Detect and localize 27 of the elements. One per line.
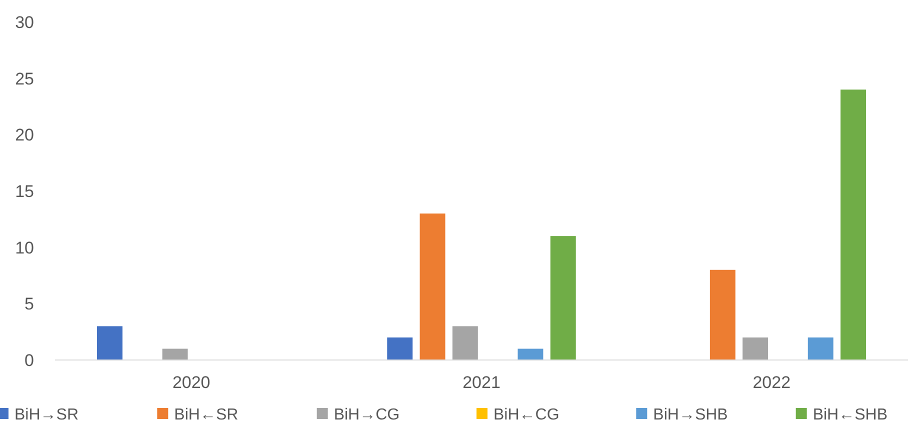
y-tick-label: 30 xyxy=(15,12,34,32)
y-tick-label: 0 xyxy=(24,350,34,370)
y-tick-label: 20 xyxy=(15,126,34,145)
bar xyxy=(420,214,446,360)
bar xyxy=(808,337,834,360)
bar xyxy=(550,236,576,360)
bar xyxy=(518,348,544,360)
legend-label: BiH→SR xyxy=(14,406,79,424)
y-tick-label: 25 xyxy=(15,69,34,88)
y-tick-label: 15 xyxy=(15,182,34,201)
legend-label: BiH←SR xyxy=(174,406,238,424)
x-tick-label: 2020 xyxy=(172,373,210,392)
bar xyxy=(452,326,478,360)
legend-label: BiH←SHB xyxy=(812,406,888,424)
x-tick-label: 2021 xyxy=(462,373,500,392)
legend-label: BiH←CG xyxy=(494,406,560,424)
x-tick-label: 2022 xyxy=(752,373,791,392)
legend-label: BiH→CG xyxy=(334,406,400,424)
y-tick-label: 10 xyxy=(15,238,34,258)
bar xyxy=(97,326,122,360)
bar xyxy=(742,337,768,360)
bar xyxy=(710,270,736,360)
y-tick-label: 5 xyxy=(24,294,34,314)
bar xyxy=(840,90,866,360)
bar xyxy=(162,348,188,360)
bar xyxy=(387,337,413,360)
legend-label: BiH→SHB xyxy=(653,406,728,424)
